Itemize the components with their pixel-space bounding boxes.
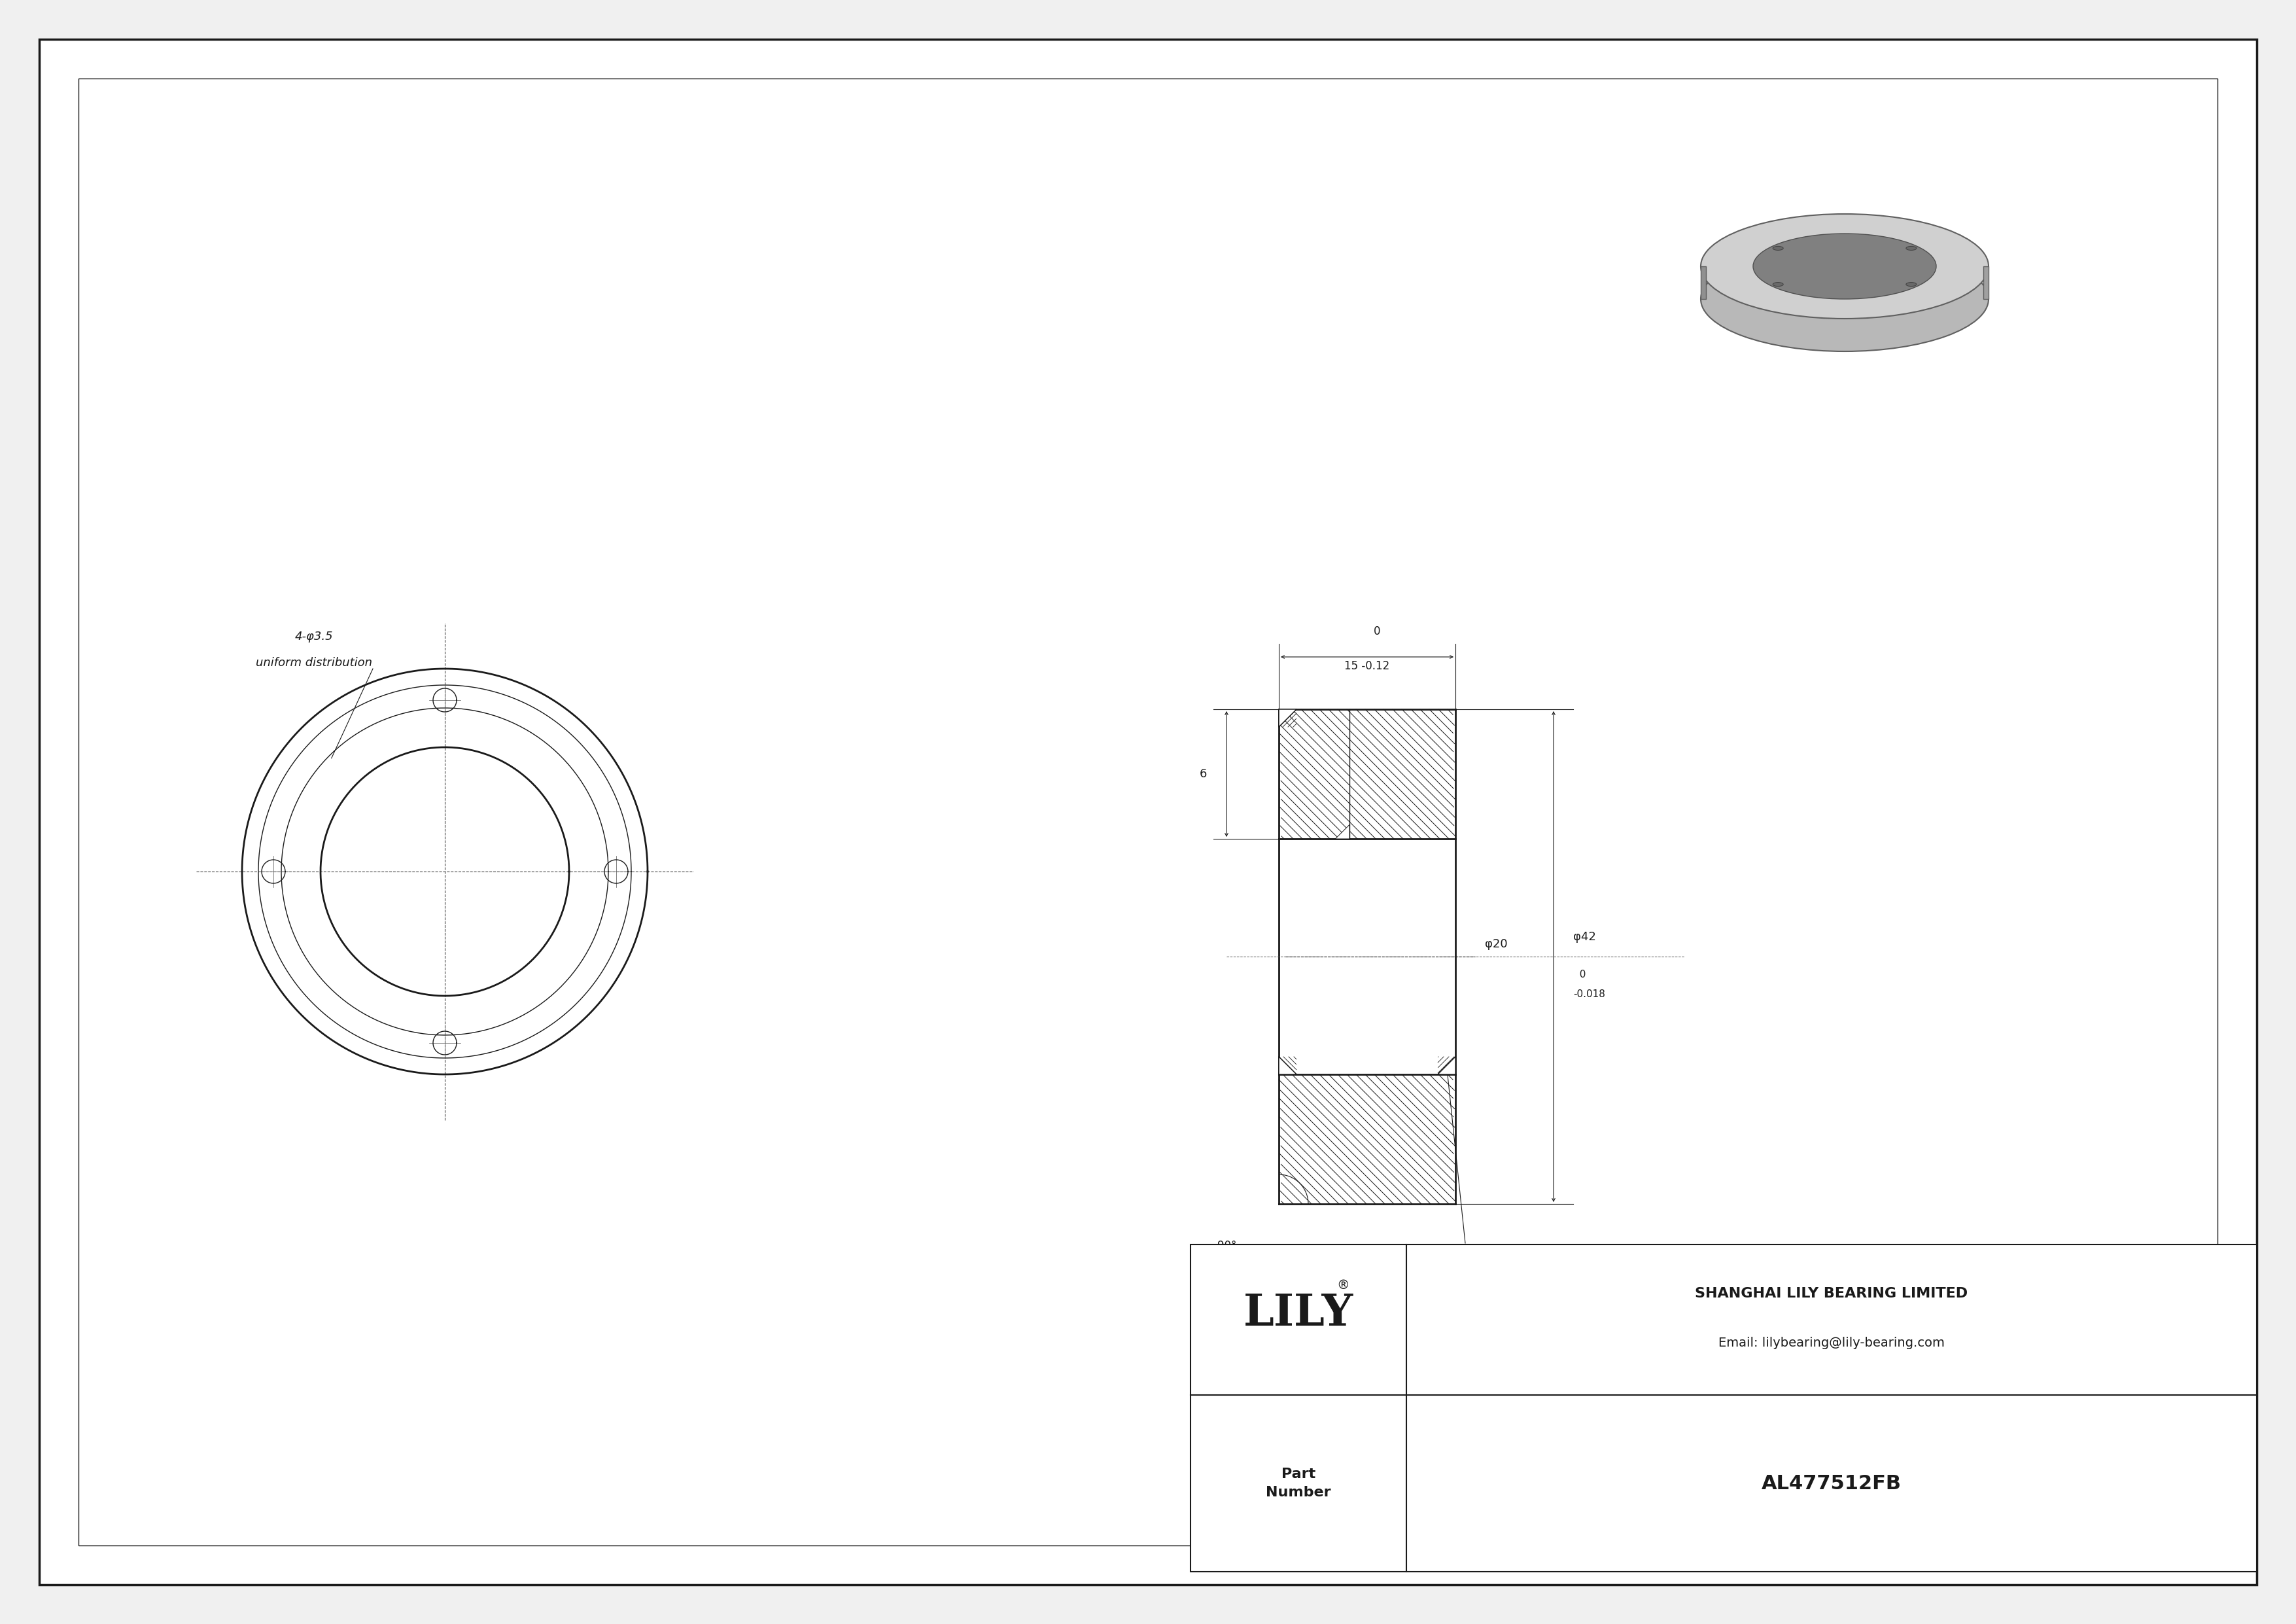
Ellipse shape bbox=[1773, 283, 1784, 286]
Text: 15 -0.12: 15 -0.12 bbox=[1345, 661, 1389, 672]
Ellipse shape bbox=[1754, 234, 1936, 299]
Ellipse shape bbox=[1906, 247, 1917, 250]
Text: ®: ® bbox=[1336, 1280, 1350, 1293]
Text: 4-φ3.5: 4-φ3.5 bbox=[294, 630, 333, 643]
Ellipse shape bbox=[1773, 247, 1784, 250]
Text: 0: 0 bbox=[1373, 625, 1380, 637]
Polygon shape bbox=[1701, 266, 1706, 299]
Text: Email: lilybearing@lily-bearing.com: Email: lilybearing@lily-bearing.com bbox=[1717, 1337, 1945, 1350]
Text: φ42: φ42 bbox=[1573, 931, 1596, 944]
Ellipse shape bbox=[1906, 283, 1917, 286]
Text: φ20: φ20 bbox=[1486, 939, 1508, 950]
Text: 0: 0 bbox=[1573, 970, 1587, 979]
Text: Part
Number: Part Number bbox=[1265, 1468, 1332, 1499]
Bar bbox=[1192, 1244, 2257, 1572]
Polygon shape bbox=[1984, 266, 1988, 299]
Text: AL477512FB: AL477512FB bbox=[1761, 1475, 1901, 1492]
Text: LILY: LILY bbox=[1244, 1293, 1352, 1335]
Text: 6: 6 bbox=[1199, 768, 1208, 780]
Text: SHANGHAI LILY BEARING LIMITED: SHANGHAI LILY BEARING LIMITED bbox=[1694, 1288, 1968, 1301]
Polygon shape bbox=[1279, 1057, 1297, 1075]
Polygon shape bbox=[1279, 710, 1297, 728]
Text: 90°: 90° bbox=[1217, 1239, 1235, 1252]
Polygon shape bbox=[1336, 825, 1350, 840]
Ellipse shape bbox=[1701, 247, 1988, 351]
Polygon shape bbox=[1437, 1057, 1456, 1075]
Ellipse shape bbox=[1701, 214, 1988, 318]
Text: 1.5: 1.5 bbox=[1469, 1249, 1488, 1260]
Text: -0.018: -0.018 bbox=[1573, 989, 1605, 999]
Text: uniform distribution: uniform distribution bbox=[255, 658, 372, 669]
